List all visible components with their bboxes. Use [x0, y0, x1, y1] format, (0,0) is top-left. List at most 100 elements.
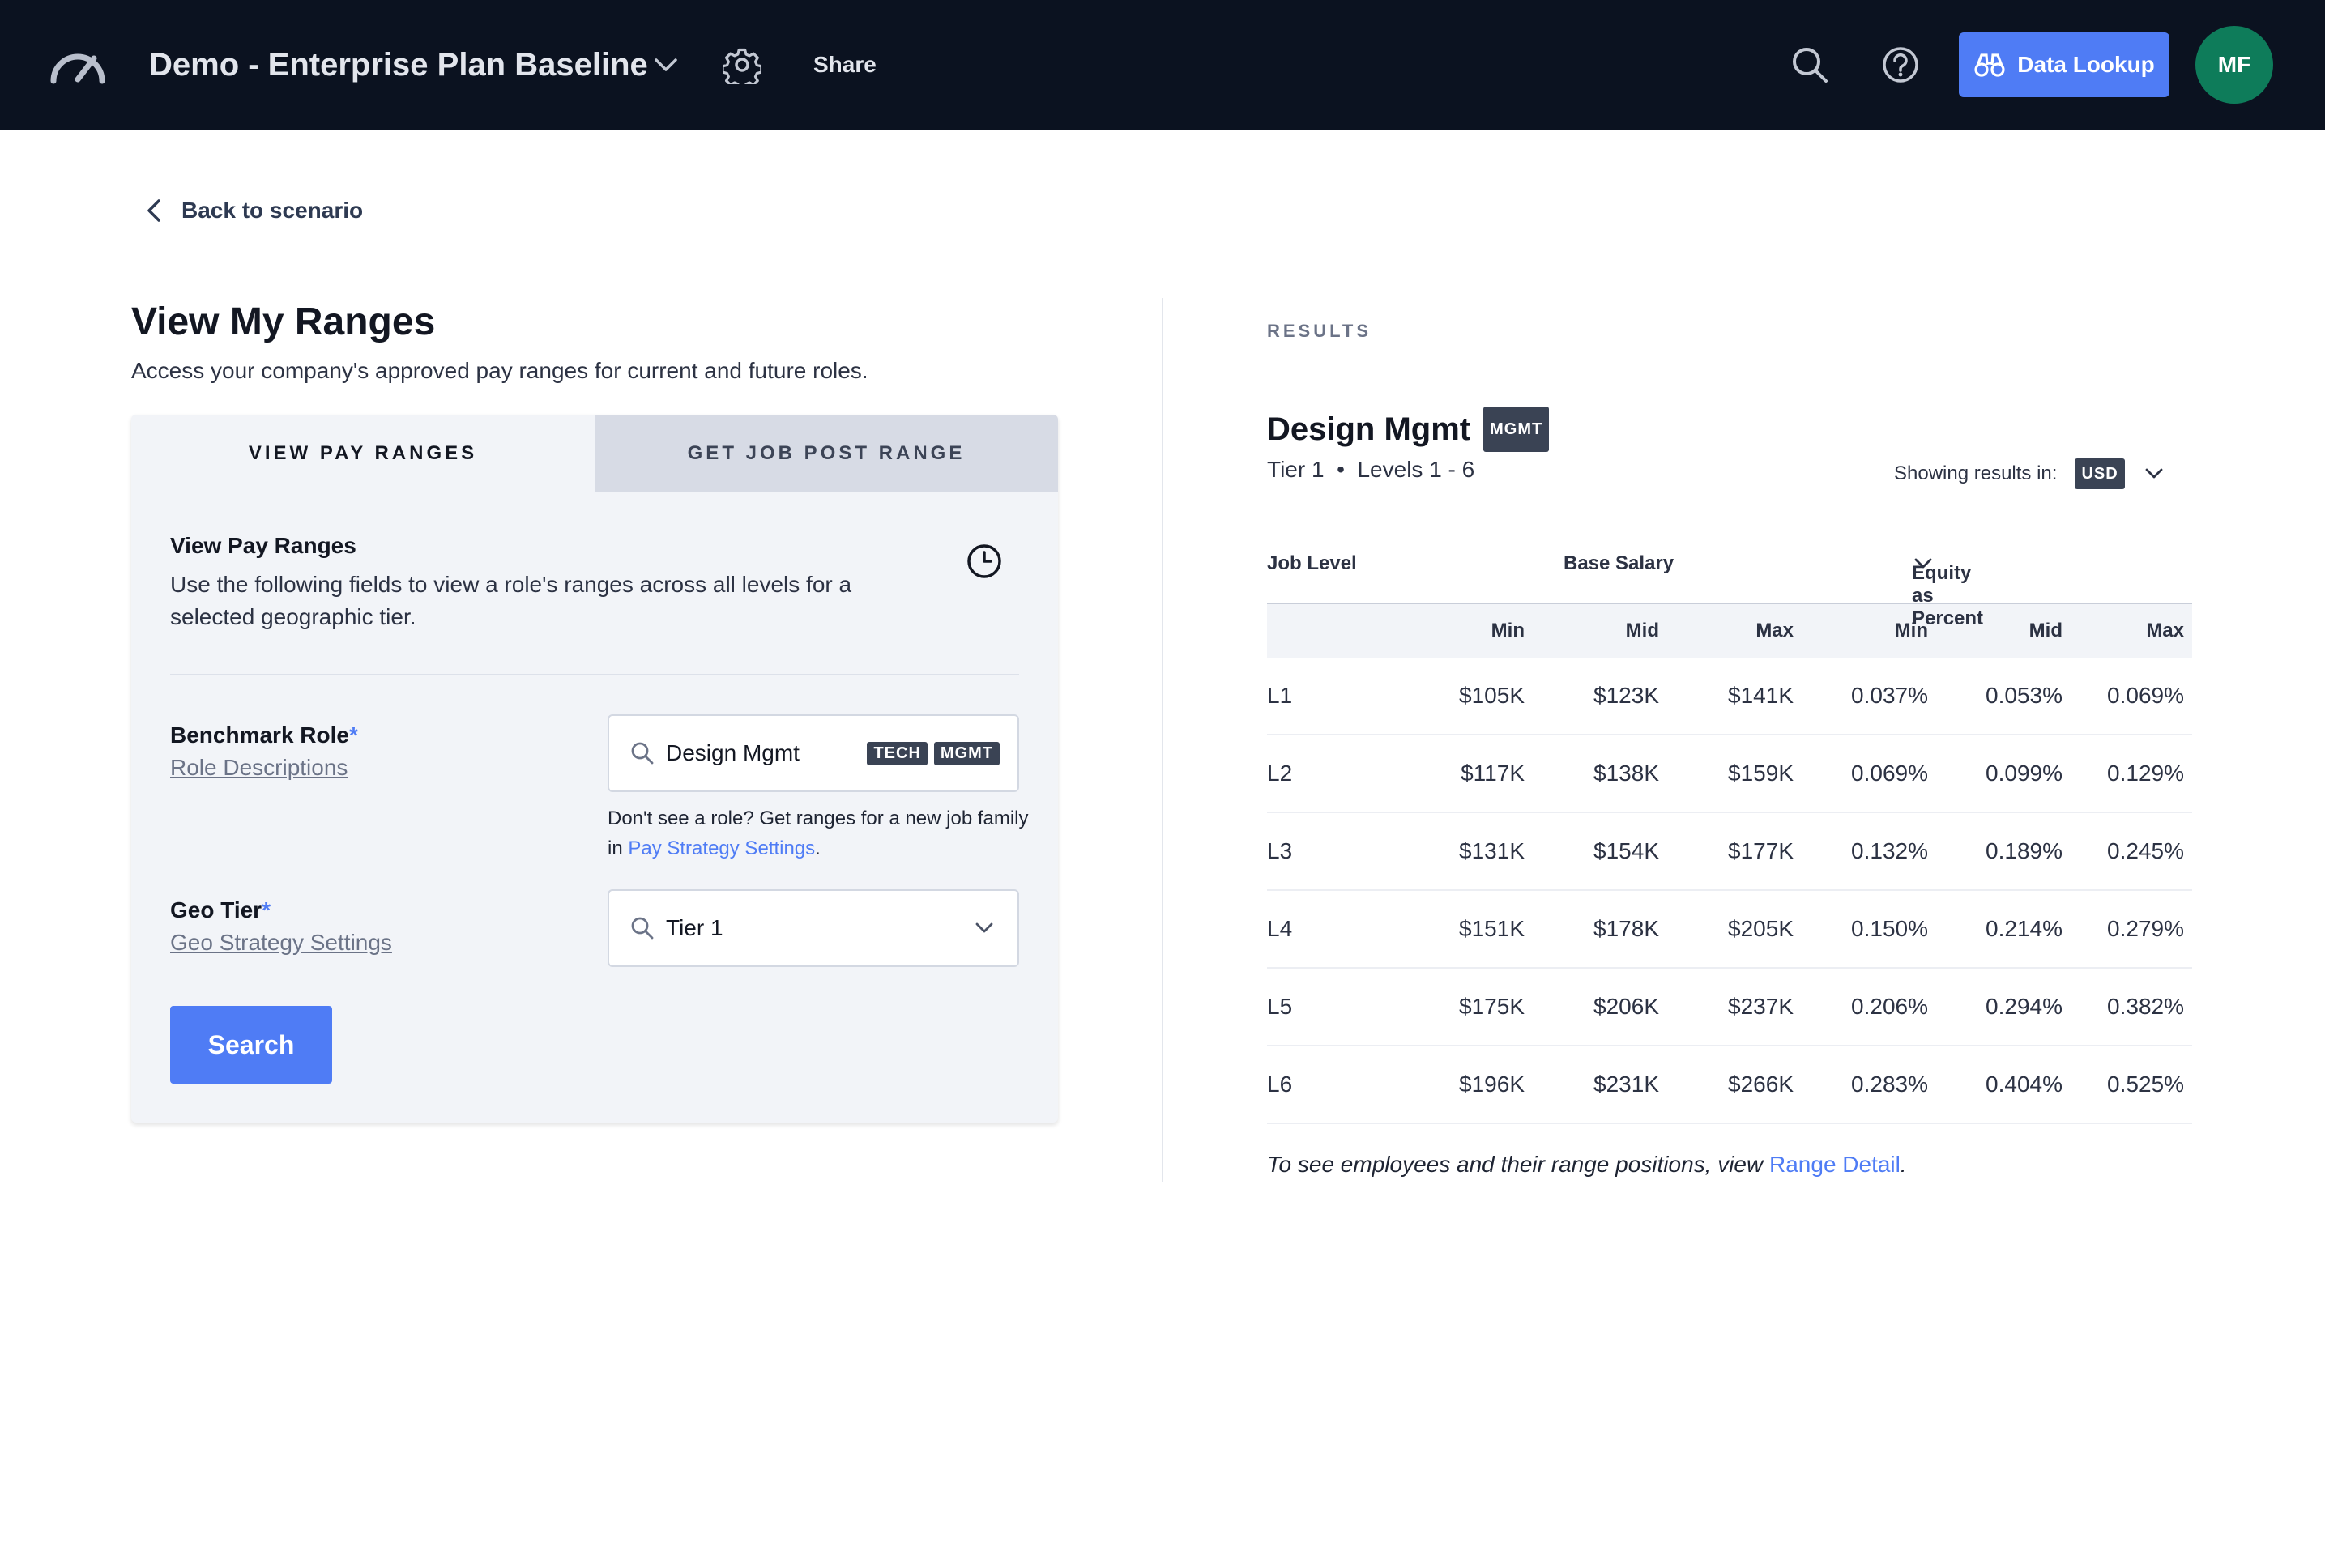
table-cell: 0.189% — [1986, 838, 2063, 863]
subheader-cell: Max — [2146, 620, 2184, 641]
chevron-left-icon — [147, 199, 160, 222]
table-cell: 0.525% — [2107, 1072, 2184, 1097]
table-cell: 0.099% — [1986, 761, 2063, 786]
search-icon — [631, 742, 654, 765]
table-cell: 0.206% — [1851, 994, 1928, 1019]
table-cell: $266K — [1728, 1072, 1794, 1097]
clock-icon[interactable] — [966, 543, 1003, 580]
top-bar — [0, 0, 2325, 130]
table-row: L2 $117K $138K $159K 0.069% 0.099% 0.129… — [1267, 735, 2192, 813]
showing-label: Showing results in: — [1894, 462, 2058, 484]
geo-tier-label-group: Geo Tier* Geo Strategy Settings — [170, 896, 392, 957]
mgmt-badge: MGMT — [933, 741, 1000, 765]
table-cell: 0.129% — [2107, 761, 2184, 786]
table-cell: $138K — [1593, 761, 1659, 786]
benchmark-role-label-group: Benchmark Role* Role Descriptions — [170, 721, 358, 782]
help-icon[interactable] — [1881, 45, 1920, 84]
table-cell: $178K — [1593, 916, 1659, 941]
table-header-divider — [1267, 603, 2192, 604]
data-lookup-button[interactable]: Data Lookup — [1959, 32, 2169, 97]
chevron-down-icon[interactable] — [648, 50, 684, 79]
currency-badge: USD — [2075, 458, 2125, 489]
table-cell: 0.132% — [1851, 838, 1928, 863]
avatar[interactable]: MF — [2195, 26, 2273, 104]
tab-view-pay-ranges[interactable]: VIEW PAY RANGES — [131, 415, 595, 492]
subheader-cell: Min — [1894, 620, 1928, 641]
table-cell: 0.245% — [2107, 838, 2184, 863]
page-subtitle: Access your company's approved pay range… — [131, 358, 868, 383]
chevron-down-icon — [2145, 468, 2163, 479]
role-descriptions-link[interactable]: Role Descriptions — [170, 755, 348, 780]
table-cell: $154K — [1593, 838, 1659, 863]
back-to-scenario-link[interactable]: Back to scenario — [146, 198, 363, 224]
table-cell: $131K — [1459, 838, 1525, 863]
table-cell: 0.214% — [1986, 916, 2063, 941]
table-row: L6 $196K $231K $266K 0.283% 0.404% 0.525… — [1267, 1046, 2192, 1124]
results-tier-levels: Tier 1 • Levels 1 - 6 — [1267, 457, 1475, 482]
level-cell: L5 — [1267, 994, 1293, 1019]
section-description: Use the following fields to view a role'… — [170, 572, 852, 629]
level-cell: L6 — [1267, 1072, 1293, 1097]
results-label: RESULTS — [1267, 321, 1372, 341]
subheader-cell: Mid — [2029, 620, 2063, 641]
table-header-groups: Job Level Base Salary Equity as Percent — [1267, 543, 2192, 629]
table-cell: $177K — [1728, 838, 1794, 863]
required-mark: * — [262, 897, 271, 922]
range-detail-footnote: To see employees and their range positio… — [1267, 1152, 1907, 1177]
table-cell: 0.069% — [1851, 761, 1928, 786]
range-detail-link[interactable]: Range Detail — [1769, 1152, 1901, 1177]
table-cell: $196K — [1459, 1072, 1525, 1097]
table-row: L1 $105K $123K $141K 0.037% 0.053% 0.069… — [1267, 658, 2192, 735]
geo-tier-label: Geo Tier* — [170, 897, 271, 922]
table-cell: $117K — [1461, 761, 1525, 786]
level-cell: L2 — [1267, 761, 1293, 786]
search-icon[interactable] — [1790, 45, 1829, 84]
tab-get-job-post-range[interactable]: GET JOB POST RANGE — [595, 415, 1058, 492]
table-cell: $159K — [1728, 761, 1794, 786]
search-button[interactable]: Search — [170, 1006, 332, 1084]
table-cell: $231K — [1593, 1072, 1659, 1097]
benchmark-role-value: Design Mgmt — [666, 740, 800, 765]
table-cell: $105K — [1459, 683, 1525, 708]
col-job-level: Job Level — [1267, 552, 1357, 574]
ranges-table: Job Level Base Salary Equity as Percent … — [1267, 543, 2192, 1124]
results-role-title: Design Mgmt MGMT — [1267, 407, 1550, 452]
table-cell: $205K — [1728, 916, 1794, 941]
table-cell: 0.069% — [2107, 683, 2184, 708]
equity-mode-dropdown[interactable]: Equity as Percent — [1912, 552, 1983, 629]
page-title: View My Ranges — [131, 300, 436, 343]
search-icon — [631, 917, 654, 940]
level-cell: L4 — [1267, 916, 1293, 941]
level-cell: L1 — [1267, 683, 1293, 708]
benchmark-role-input[interactable]: Design Mgmt TECH MGMT — [608, 714, 1019, 792]
table-cell: $123K — [1593, 683, 1659, 708]
table-cell: $237K — [1728, 994, 1794, 1019]
table-cell: $175K — [1459, 994, 1525, 1019]
pay-strategy-settings-link[interactable]: Pay Strategy Settings — [628, 837, 816, 859]
level-cell: L3 — [1267, 838, 1293, 863]
table-cell: 0.053% — [1986, 683, 2063, 708]
geo-strategy-settings-link[interactable]: Geo Strategy Settings — [170, 930, 392, 955]
geo-tier-select[interactable]: Tier 1 — [608, 889, 1019, 967]
speedometer-logo-icon[interactable] — [49, 44, 107, 86]
share-button[interactable]: Share — [813, 52, 877, 77]
table-cell: 0.037% — [1851, 683, 1928, 708]
table-cell: 0.283% — [1851, 1072, 1928, 1097]
vertical-divider — [1162, 298, 1163, 1182]
currency-selector[interactable]: Showing results in: USD — [1894, 458, 2165, 489]
results-role-name: Design Mgmt — [1267, 411, 1471, 447]
table-cell: $151K — [1459, 916, 1525, 941]
table-cell: 0.279% — [2107, 916, 2184, 941]
subheader-cell: Mid — [1625, 620, 1659, 641]
new-role-hint: Don't see a role? Get ranges for a new j… — [608, 807, 1029, 859]
section-divider — [170, 674, 1019, 675]
table-row: L3 $131K $154K $177K 0.132% 0.189% 0.245… — [1267, 813, 2192, 891]
table-row: L5 $175K $206K $237K 0.206% 0.294% 0.382… — [1267, 969, 2192, 1046]
gear-icon[interactable] — [723, 45, 761, 84]
table-cell: $141K — [1728, 683, 1794, 708]
table-subheader: Min Mid Max Min Mid Max — [1267, 604, 2192, 658]
mgmt-badge: MGMT — [1483, 407, 1550, 452]
geo-tier-value: Tier 1 — [666, 915, 723, 940]
table-cell: 0.382% — [2107, 994, 2184, 1019]
scenario-title[interactable]: Demo - Enterprise Plan Baseline — [149, 47, 648, 83]
